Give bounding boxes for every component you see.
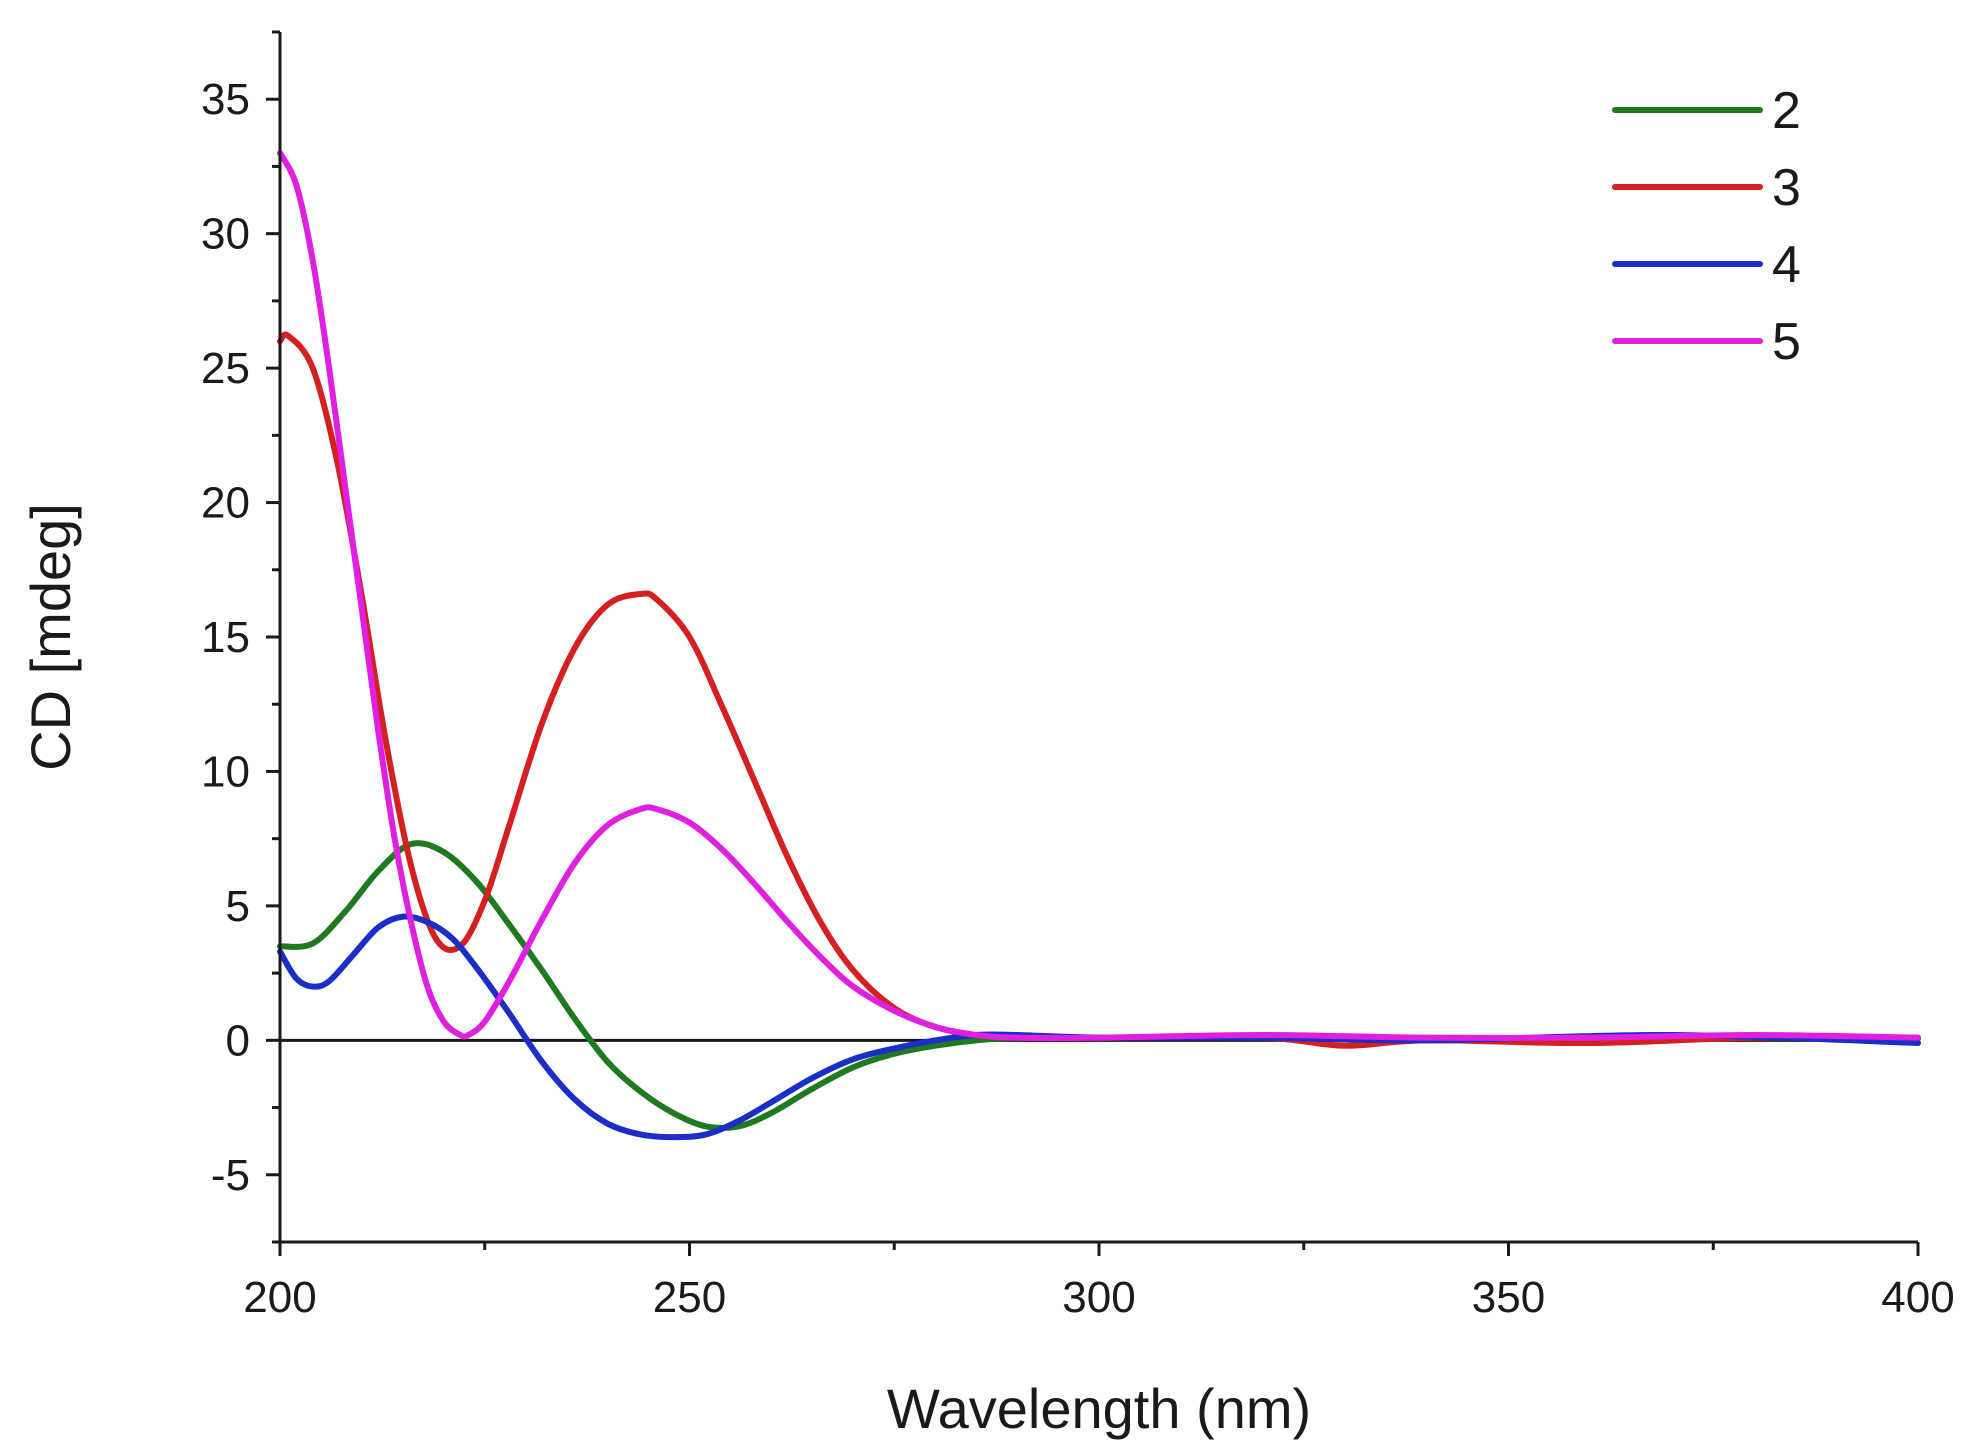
y-tick-label: 15 bbox=[201, 613, 250, 662]
y-tick-label: 20 bbox=[201, 479, 250, 528]
plot-area bbox=[277, 150, 1921, 1141]
x-tick-label: 350 bbox=[1472, 1273, 1545, 1322]
y-tick-label: 5 bbox=[226, 882, 250, 931]
series-line-3 bbox=[277, 331, 1921, 1049]
y-tick-label: 30 bbox=[201, 210, 250, 259]
legend-label-2: 2 bbox=[1772, 82, 1801, 140]
legend-label-3: 3 bbox=[1772, 159, 1801, 217]
series-line-5 bbox=[277, 150, 1921, 1041]
y-axis-title: CD [mdeg] bbox=[19, 503, 82, 771]
y-tick-label: 0 bbox=[226, 1016, 250, 1065]
y-tick-label: 35 bbox=[201, 75, 250, 124]
x-tick-label: 400 bbox=[1881, 1273, 1954, 1322]
y-tick-label: 25 bbox=[201, 344, 250, 393]
y-tick-label: -5 bbox=[211, 1151, 250, 1200]
legend: 2 3 4 5 bbox=[1612, 82, 1801, 371]
x-tick-label: 200 bbox=[243, 1273, 316, 1322]
y-tick-label: 10 bbox=[201, 747, 250, 796]
x-axis-title: Wavelength (nm) bbox=[887, 1377, 1311, 1440]
x-tick-label: 300 bbox=[1062, 1273, 1135, 1322]
legend-label-4: 4 bbox=[1772, 236, 1801, 294]
series-line-2 bbox=[277, 840, 1921, 1132]
x-tick-label: 250 bbox=[653, 1273, 726, 1322]
legend-label-5: 5 bbox=[1772, 313, 1801, 371]
